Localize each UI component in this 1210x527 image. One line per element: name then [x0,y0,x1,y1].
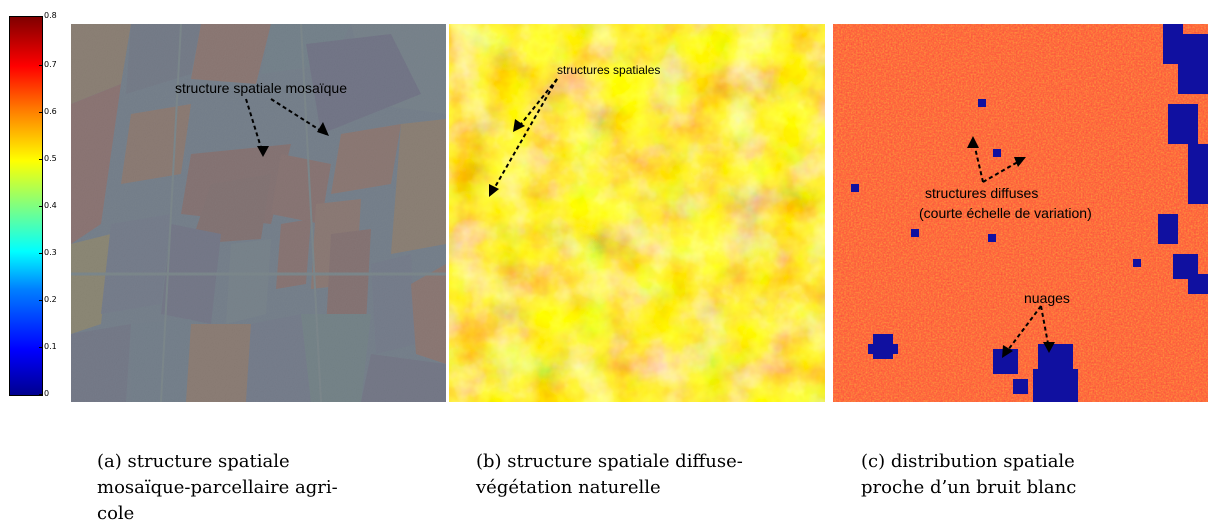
colorbar-tick: 0.7 [39,60,57,69]
caption-a-line: mosaïque-parcellaire agri- [97,477,338,498]
annotation-structure-mosaique: structure spatiale mosaïque [175,80,347,96]
colorbar-tick: 0.4 [39,201,57,210]
colorbar-tick: 0.5 [39,154,57,163]
colorbar-tick: 0.3 [39,248,57,257]
panel-b-image [449,24,825,402]
caption-a: (a) structure spatiale mosaïque-parcella… [97,449,419,527]
colorbar-tick: 0 [38,389,50,398]
caption-b-line: (b) structure spatiale diffuse- [476,451,743,472]
caption-a-line: (a) structure spatiale [97,451,290,472]
panel-a-image [71,24,446,402]
caption-c-line: proche d’un bruit blanc [861,477,1077,498]
colorbar-tick: 0.6 [39,107,57,116]
colorbar: 0 0.1 0.2 0.3 0.4 0.5 0.6 0.7 0.8 [6,8,66,400]
colorbar-tick: 0.8 [39,11,57,20]
annotation-nuages: nuages [1024,290,1070,306]
colorbar-tick: 0.1 [39,342,57,351]
colorbar-gradient [9,16,43,396]
annotation-courte-echelle: (courte échelle de variation) [919,205,1092,221]
panel-c-image [833,24,1208,402]
caption-c: (c) distribution spatiale proche d’un br… [861,449,1187,501]
colorbar-tick: 0.2 [39,295,57,304]
caption-b: (b) structure spatiale diffuse- végétati… [476,449,802,501]
annotation-structures-spatiales: structures spatiales [557,63,661,77]
caption-b-line: végétation naturelle [476,477,661,498]
caption-c-line: (c) distribution spatiale [861,451,1075,472]
annotation-structures-diffuses: structures diffuses [925,185,1039,201]
caption-a-line: cole [97,503,135,524]
